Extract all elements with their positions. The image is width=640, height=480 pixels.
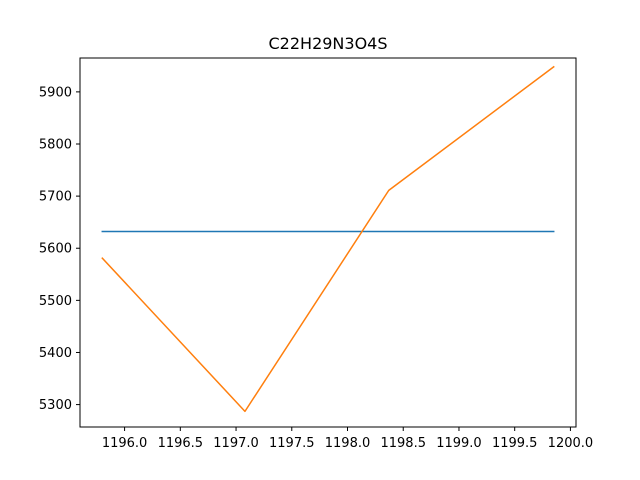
x-tick-label: 1198.0 <box>325 436 371 451</box>
x-tick-label: 1199.5 <box>492 436 538 451</box>
x-tick-label: 1197.0 <box>213 436 259 451</box>
y-tick-label: 5300 <box>39 398 72 413</box>
y-tick-label: 5800 <box>39 137 72 152</box>
series-line-2 <box>101 65 555 413</box>
y-axis: 5300 5400 5500 5600 5700 5800 5900 <box>39 85 80 413</box>
series-layer <box>101 65 555 413</box>
x-tick-label: 1197.5 <box>269 436 315 451</box>
y-tick-label: 5700 <box>39 190 72 205</box>
chart-title: C22H29N3O4S <box>269 34 388 53</box>
y-tick-label: 5600 <box>39 242 72 257</box>
y-tick-label: 5400 <box>39 346 72 361</box>
x-tick-label: 1198.5 <box>380 436 426 451</box>
x-tick-label: 1196.5 <box>158 436 204 451</box>
x-axis: 1196.0 1196.5 1197.0 1197.5 1198.0 1198.5 1199… <box>102 427 593 451</box>
x-tick-label: 1199.0 <box>436 436 482 451</box>
y-tick-label: 5500 <box>39 294 72 309</box>
x-tick-label: 1200.0 <box>548 436 594 451</box>
y-tick-label: 5900 <box>39 85 72 100</box>
x-tick-label: 1196.0 <box>102 436 148 451</box>
plot-frame <box>79 57 577 428</box>
